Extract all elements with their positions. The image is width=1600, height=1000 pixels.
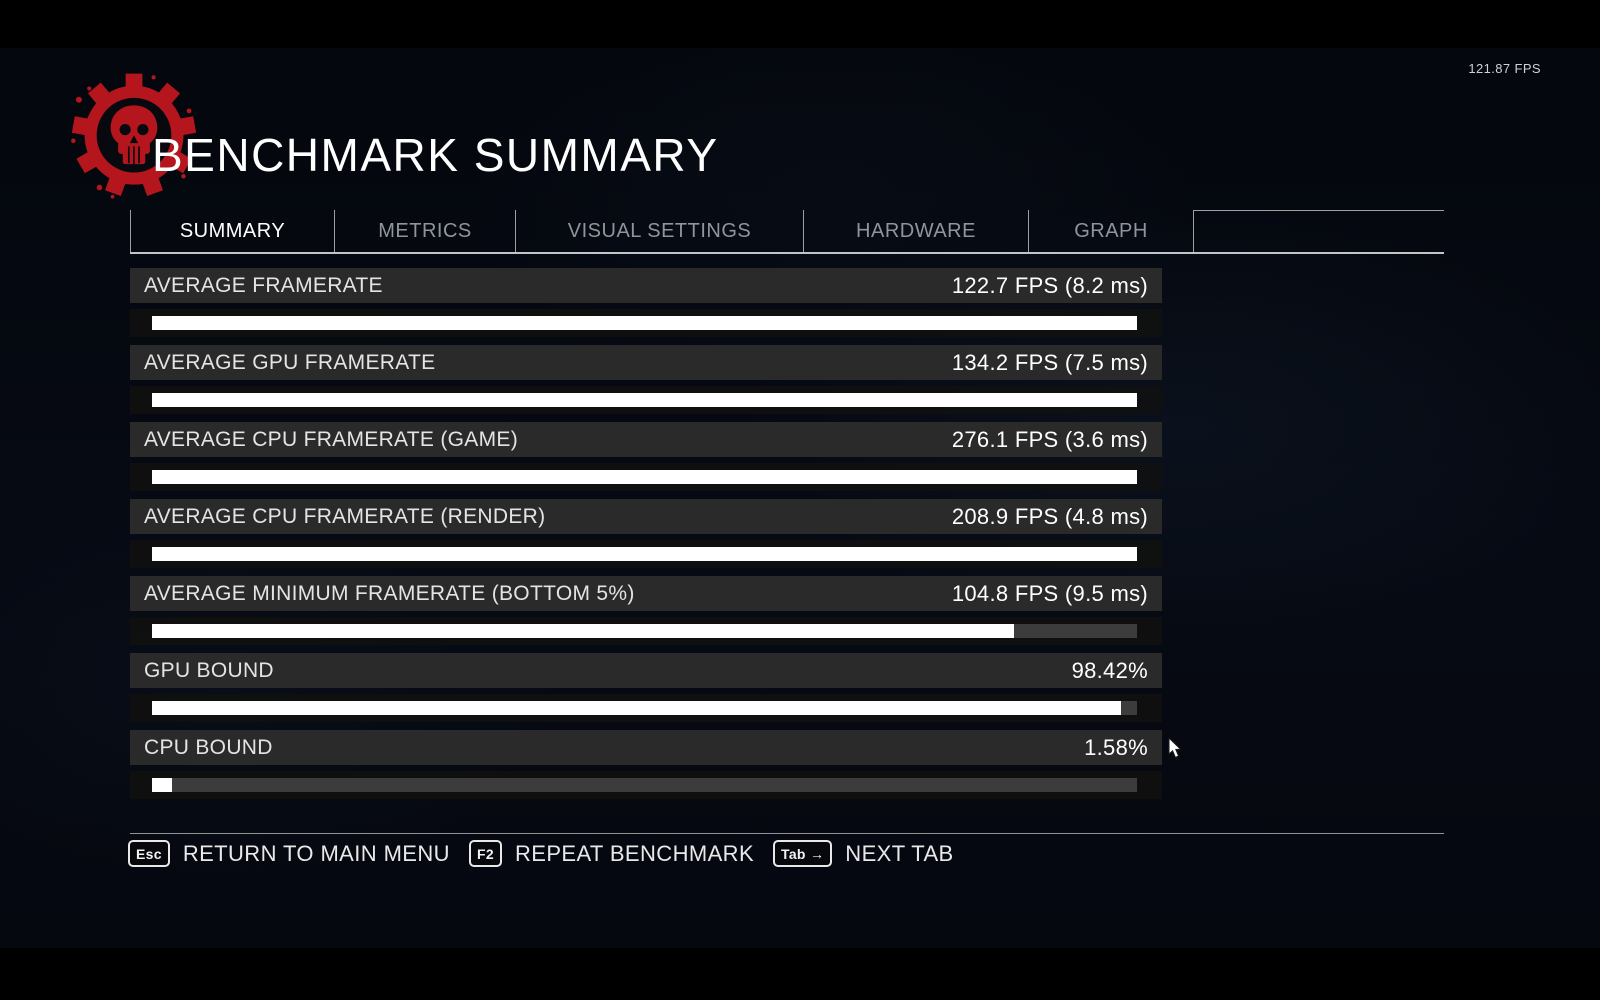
metric-bar-strip (130, 617, 1162, 645)
metric-row-cpu-bound: CPU BOUND 1.58% (130, 730, 1162, 800)
mouse-cursor-icon (1168, 738, 1182, 759)
hint-label: NEXT TAB (845, 840, 954, 866)
metric-bar-track (152, 624, 1137, 638)
metric-bar-fill (152, 778, 172, 792)
metric-label: CPU BOUND (144, 735, 273, 759)
metric-row-average-cpu-framerate-game: AVERAGE CPU FRAMERATE (GAME) 276.1 FPS (… (130, 422, 1162, 492)
metric-header: AVERAGE GPU FRAMERATE 134.2 FPS (7.5 ms) (130, 345, 1162, 380)
metric-row-average-framerate: AVERAGE FRAMERATE 122.7 FPS (8.2 ms) (130, 268, 1162, 338)
metric-bar-track (152, 547, 1137, 561)
metric-bar-strip (130, 694, 1162, 722)
metric-bar-strip (130, 540, 1162, 568)
tab-visual-settings[interactable]: VISUAL SETTINGS (515, 210, 803, 252)
metric-bar-fill (152, 393, 1137, 407)
metric-bar-track (152, 778, 1137, 792)
fps-counter: 121.87 FPS (1468, 61, 1541, 76)
game-scene-backdrop (0, 48, 1600, 948)
tab-metrics[interactable]: METRICS (334, 210, 515, 252)
metric-bar-strip (130, 463, 1162, 491)
metric-header: AVERAGE CPU FRAMERATE (RENDER) 208.9 FPS… (130, 499, 1162, 534)
metric-bar-fill (152, 547, 1137, 561)
metric-value: 276.1 FPS (3.6 ms) (951, 426, 1148, 452)
metric-value: 98.42% (1071, 657, 1148, 683)
next-tab-button[interactable]: Tab → NEXT TAB (773, 840, 954, 867)
metric-bar-track (152, 393, 1137, 407)
metric-header: AVERAGE FRAMERATE 122.7 FPS (8.2 ms) (130, 268, 1162, 303)
metric-value: 122.7 FPS (8.2 ms) (951, 272, 1148, 298)
metric-bar-fill (152, 701, 1122, 715)
tab-bar: SUMMARY METRICS VISUAL SETTINGS HARDWARE… (130, 210, 1444, 254)
f2-key-icon: F2 (468, 840, 502, 867)
metric-header: AVERAGE CPU FRAMERATE (GAME) 276.1 FPS (… (130, 422, 1162, 457)
metric-bar-fill (152, 316, 1137, 330)
page-title: BENCHMARK SUMMARY (152, 129, 719, 181)
metric-value: 1.58% (1084, 734, 1148, 760)
tab-graph[interactable]: GRAPH (1028, 210, 1193, 252)
metric-bar-fill (152, 624, 1014, 638)
esc-key-icon: Esc (128, 840, 170, 867)
gears-skull-gear-icon (71, 73, 197, 199)
tab-hardware[interactable]: HARDWARE (803, 210, 1028, 252)
tab-bar-filler (1193, 210, 1444, 252)
metric-label: AVERAGE FRAMERATE (144, 273, 383, 297)
metric-label: AVERAGE MINIMUM FRAMERATE (BOTTOM 5%) (144, 581, 635, 605)
footer-hints: Esc RETURN TO MAIN MENU F2 REPEAT BENCHM… (128, 840, 954, 867)
metric-bar-track (152, 316, 1137, 330)
metric-bar-fill (152, 470, 1137, 484)
repeat-benchmark-button[interactable]: F2 REPEAT BENCHMARK (468, 840, 755, 867)
metric-header: CPU BOUND 1.58% (130, 730, 1162, 765)
hint-label: REPEAT BENCHMARK (514, 840, 755, 866)
metric-row-average-minimum-framerate: AVERAGE MINIMUM FRAMERATE (BOTTOM 5%) 10… (130, 576, 1162, 646)
footer-divider (130, 833, 1444, 834)
metric-bar-strip (130, 309, 1162, 337)
metric-value: 104.8 FPS (9.5 ms) (951, 580, 1148, 606)
metric-row-average-cpu-framerate-render: AVERAGE CPU FRAMERATE (RENDER) 208.9 FPS… (130, 499, 1162, 569)
metric-row-gpu-bound: GPU BOUND 98.42% (130, 653, 1162, 723)
metric-header: GPU BOUND 98.42% (130, 653, 1162, 688)
metric-value: 134.2 FPS (7.5 ms) (951, 349, 1148, 375)
tab-key-icon: Tab → (773, 840, 833, 867)
metric-bar-strip (130, 771, 1162, 799)
metric-label: AVERAGE CPU FRAMERATE (RENDER) (144, 504, 546, 528)
metric-label: AVERAGE GPU FRAMERATE (144, 350, 436, 374)
hint-label: RETURN TO MAIN MENU (182, 840, 450, 866)
metric-value: 208.9 FPS (4.8 ms) (951, 503, 1148, 529)
metric-bar-strip (130, 386, 1162, 414)
tab-summary[interactable]: SUMMARY (130, 210, 334, 252)
metric-bar-track (152, 470, 1137, 484)
metric-label: AVERAGE CPU FRAMERATE (GAME) (144, 427, 518, 451)
return-to-main-menu-button[interactable]: Esc RETURN TO MAIN MENU (128, 840, 450, 867)
metric-label: GPU BOUND (144, 658, 274, 682)
metric-bar-track (152, 701, 1137, 715)
metric-header: AVERAGE MINIMUM FRAMERATE (BOTTOM 5%) 10… (130, 576, 1162, 611)
metric-row-average-gpu-framerate: AVERAGE GPU FRAMERATE 134.2 FPS (7.5 ms) (130, 345, 1162, 415)
